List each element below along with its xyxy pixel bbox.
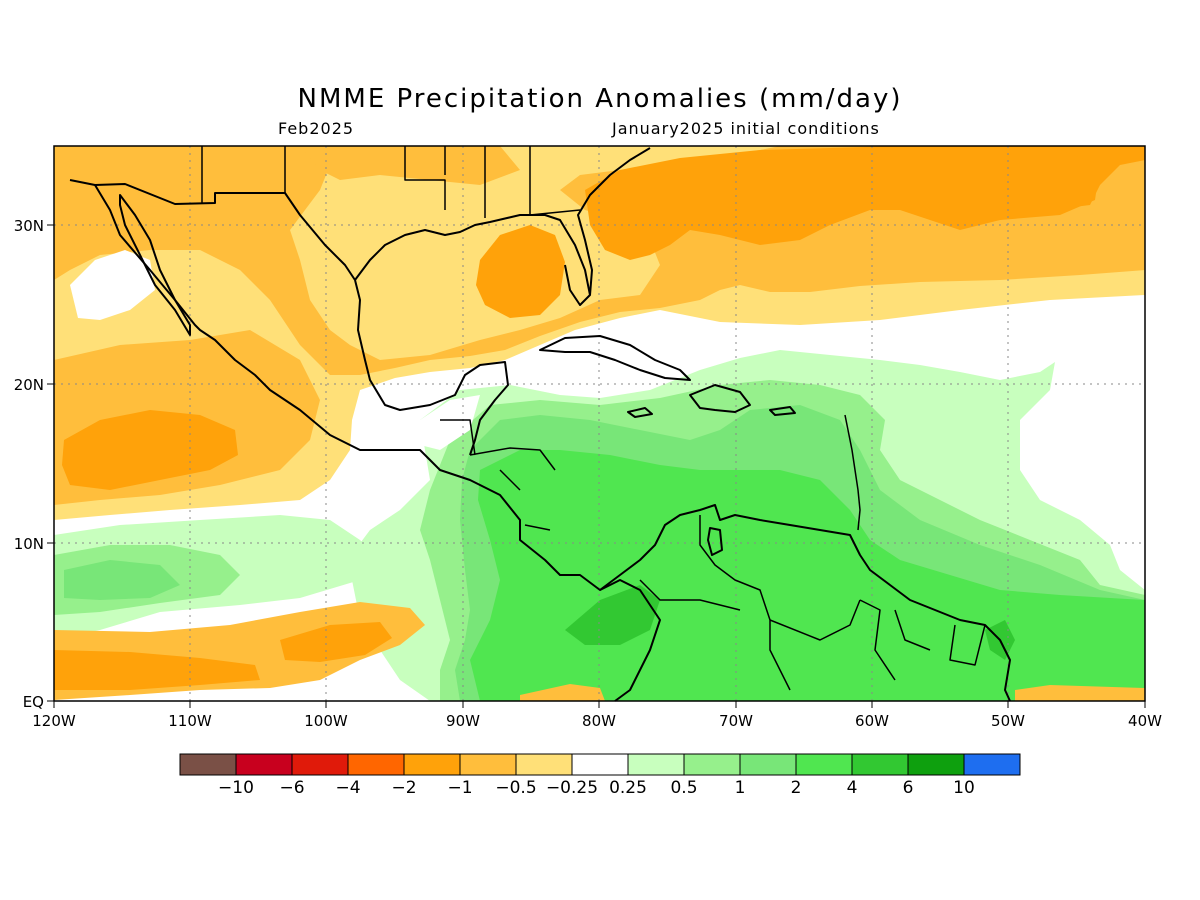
colorbar-label: −2	[391, 778, 416, 798]
baja-california	[119, 194, 191, 336]
lon-tick-label: 70W	[719, 712, 753, 730]
colorbar-swatch	[963, 753, 1021, 776]
us-mexico-border	[69, 179, 356, 281]
colorbar-swatch	[851, 753, 909, 776]
lon-tick-label: 90W	[446, 712, 480, 730]
lon-tick-label: 40W	[1128, 712, 1162, 730]
dry-core-east-pacific	[62, 410, 238, 490]
dry-strip-southeast	[1015, 685, 1145, 701]
colorbar-label: 4	[847, 778, 858, 798]
colorbar-swatch	[907, 753, 965, 776]
colorbar-swatch	[627, 753, 685, 776]
dry-core-pacific-south-2	[280, 622, 392, 662]
colorbar-label: −6	[279, 778, 304, 798]
lake-maracaibo	[707, 527, 723, 556]
jamaica	[627, 407, 653, 418]
colorbar-swatch	[571, 753, 629, 776]
dry-core-atlantic-east	[930, 150, 1100, 225]
dry-core-pacific-south	[54, 650, 260, 690]
colorbar	[179, 753, 1021, 776]
colorbar-label: −4	[335, 778, 360, 798]
neutral-patch-baja	[70, 250, 155, 320]
coastlines	[69, 146, 1011, 702]
colorbar-swatch	[347, 753, 405, 776]
puerto-rico	[769, 406, 796, 416]
valid-month-label: Feb2025	[278, 119, 355, 138]
dry-strip-pacific-near-panama	[520, 684, 605, 701]
colorbar-swatch	[683, 753, 741, 776]
colorbar-label: −1	[447, 778, 472, 798]
colorbar-swatch	[739, 753, 797, 776]
neutral-patch-central-america	[420, 395, 480, 450]
mexico-west-coast	[94, 184, 661, 702]
lon-tick-label: 50W	[991, 712, 1025, 730]
map-title: NMME Precipitation Anomalies (mm/day)	[297, 84, 903, 114]
lat-tick-label: EQ	[23, 693, 44, 711]
wet-core-colombia	[565, 585, 660, 645]
lat-tick-label: 30N	[14, 217, 44, 235]
colorbar-label: 0.25	[609, 778, 647, 798]
colorbar-label: 10	[953, 778, 975, 798]
us-gulf-coast	[354, 214, 591, 306]
colorbar-labels: −10 −6 −4 −2 −1 −0.5 −0.25 0.25 0.5 1 2 4 6 10	[218, 778, 975, 798]
hispaniola	[689, 384, 751, 413]
lon-tick-label: 100W	[304, 712, 348, 730]
wet-band-pacific-south-moderate	[64, 560, 180, 600]
colorbar-label: −0.5	[495, 778, 536, 798]
colorbar-swatch	[179, 753, 237, 776]
lon-tick-label: 110W	[168, 712, 212, 730]
colorbar-swatch	[459, 753, 517, 776]
us-east-coast	[577, 147, 651, 296]
colorbar-label: 1	[735, 778, 746, 798]
lon-tick-marks	[53, 701, 1146, 708]
colorbar-label: −10	[218, 778, 254, 798]
lat-tick-label: 10N	[14, 535, 44, 553]
colorbar-label: 0.5	[670, 778, 697, 798]
colorbar-swatch	[515, 753, 573, 776]
dry-patch-north	[300, 146, 520, 185]
lat-tick-marks	[47, 224, 54, 702]
colorbar-swatch	[403, 753, 461, 776]
lon-tick-label: 120W	[32, 712, 76, 730]
south-america-borders	[639, 515, 986, 691]
colorbar-swatch	[291, 753, 349, 776]
lon-tick-label: 60W	[855, 712, 889, 730]
lon-tick-label: 80W	[582, 712, 616, 730]
dry-core-gulf	[476, 225, 565, 318]
wet-core-caribbean	[470, 450, 1145, 701]
lat-tick-label: 20N	[14, 376, 44, 394]
anomaly-field	[54, 146, 1145, 701]
colorbar-label: 6	[903, 778, 914, 798]
cuba	[539, 335, 691, 381]
lesser-antilles	[844, 414, 861, 531]
initial-conditions-label: January2025 initial conditions	[612, 119, 880, 138]
central-america-borders	[440, 419, 556, 531]
colorbar-swatch	[795, 753, 853, 776]
gulf-of-mexico-coast	[354, 279, 509, 456]
colorbar-swatch	[235, 753, 293, 776]
colorbar-label: 2	[791, 778, 802, 798]
colorbar-label: −0.25	[546, 778, 598, 798]
us-state-lines	[201, 146, 581, 218]
